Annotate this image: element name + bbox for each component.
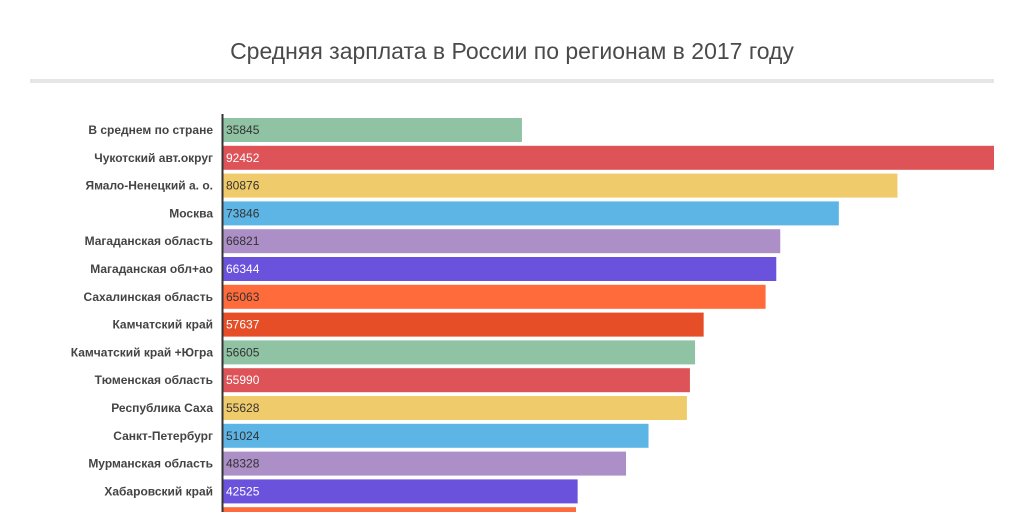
bar	[223, 118, 522, 142]
category-label: Камчатский край	[112, 318, 213, 332]
value-label: 35845	[226, 123, 260, 137]
value-label: 92452	[226, 151, 260, 165]
category-label: Ямало-Ненецкий а. о.	[85, 179, 213, 193]
bar	[223, 340, 696, 365]
value-label: 65063	[226, 290, 260, 304]
bar	[223, 368, 690, 393]
value-label: 57637	[226, 318, 260, 332]
category-label: Республика Саха	[111, 401, 213, 415]
bar	[223, 423, 649, 448]
title-divider	[30, 79, 994, 83]
category-label: Москва	[169, 206, 213, 220]
category-label: Камчатский край +Югра	[71, 345, 214, 359]
bar	[223, 479, 578, 504]
category-label: Магаданская область	[85, 234, 213, 248]
chart-title: Средняя зарплата в России по регионам в …	[230, 38, 794, 64]
value-label: 66821	[226, 234, 260, 248]
value-label: 55990	[226, 373, 260, 387]
value-label: 48328	[226, 457, 260, 471]
bar	[223, 396, 687, 420]
category-label: Сахалинская область	[84, 290, 213, 304]
category-label: Мурманская область	[88, 457, 213, 471]
bar	[223, 173, 898, 198]
bar	[223, 257, 777, 281]
category-label: Тюменская область	[95, 373, 213, 387]
bar	[223, 451, 627, 476]
value-label: 42525	[226, 484, 260, 498]
category-label: Магаданская обл+ао	[90, 262, 213, 276]
bar	[223, 145, 994, 170]
category-label: Чукотский авт.округ	[94, 151, 213, 165]
value-label: 80876	[226, 179, 260, 193]
category-label: Санкт-Петербург	[113, 429, 213, 443]
category-label: Хабаровский край	[104, 484, 213, 498]
bar	[223, 312, 704, 337]
value-label: 73846	[226, 206, 260, 220]
bar	[223, 284, 766, 309]
value-label: 55628	[226, 401, 260, 415]
bar	[223, 507, 576, 512]
value-label: 66344	[226, 262, 260, 276]
category-label: В среднем по стране	[88, 123, 213, 137]
bar	[223, 229, 781, 254]
value-label: 51024	[226, 429, 260, 443]
value-label: 56605	[226, 345, 260, 359]
bar	[223, 201, 839, 226]
